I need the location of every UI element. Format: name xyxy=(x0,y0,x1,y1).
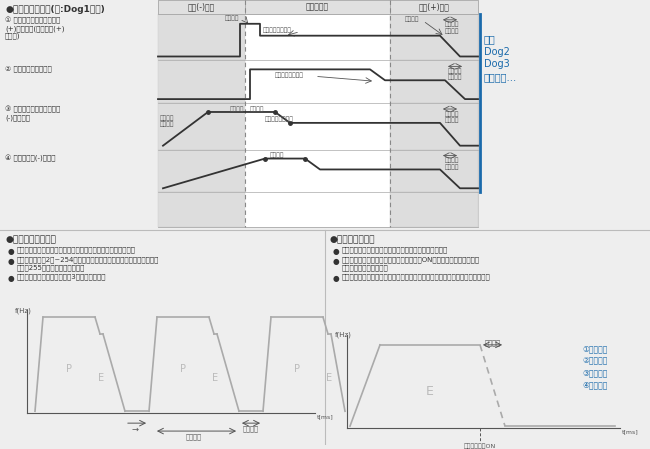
Text: ●: ● xyxy=(8,273,14,282)
Bar xyxy=(158,14,245,61)
Text: f(Hz): f(Hz) xyxy=(335,332,352,339)
Text: ④减速停止: ④减速停止 xyxy=(582,381,607,390)
Text: 原点返回
减速时间: 原点返回 减速时间 xyxy=(445,111,460,123)
Bar xyxy=(158,192,245,227)
Text: 下图所示为位置控制重复执行3次时的动作图。: 下图所示为位置控制重复执行3次时的动作图。 xyxy=(17,273,107,280)
Text: ●: ● xyxy=(333,247,339,256)
Bar xyxy=(390,150,478,192)
Text: E: E xyxy=(326,373,333,383)
Bar xyxy=(390,14,478,61)
Text: 限位(-)开关: 限位(-)开关 xyxy=(188,2,215,11)
Text: t[ms]: t[ms] xyxy=(317,414,333,419)
Text: 目标速度: 目标速度 xyxy=(405,17,419,22)
Text: 限位(+)开关: 限位(+)开关 xyxy=(419,2,449,11)
Text: E: E xyxy=(426,386,434,399)
Bar xyxy=(158,0,478,227)
Text: 原点返回蠕变速度: 原点返回蠕变速度 xyxy=(265,116,294,122)
Bar xyxy=(390,192,478,227)
Text: f(Hz): f(Hz) xyxy=(15,307,32,314)
Text: 近原点开关: 近原点开关 xyxy=(306,2,329,11)
Text: Dog3: Dog3 xyxy=(484,59,510,70)
Text: 原点返回
减速时间: 原点返回 减速时间 xyxy=(445,158,460,170)
Text: P: P xyxy=(294,364,300,374)
Text: P: P xyxy=(180,364,186,374)
Text: ① 起点为近原点开关和限位
(+)开关之间(包括限位(+)
开关上): ① 起点为近原点开关和限位 (+)开关之间(包括限位(+) 开关上) xyxy=(5,17,64,39)
Text: 位置控制重复功能是按指定重复次数连续进行位置控制的功能。: 位置控制重复功能是按指定重复次数连续进行位置控制的功能。 xyxy=(17,247,136,253)
Text: P: P xyxy=(66,364,72,374)
Bar xyxy=(158,61,245,103)
Text: ●: ● xyxy=(333,257,339,266)
Bar xyxy=(158,103,245,150)
Text: 目标速度: 目标速度 xyxy=(270,153,285,158)
Text: E: E xyxy=(98,373,105,383)
Text: ②紧急停止: ②紧急停止 xyxy=(582,357,607,366)
Text: ●多功能停止方式: ●多功能停止方式 xyxy=(330,235,376,244)
Bar xyxy=(158,0,245,14)
Text: ④ 起点为限位(-)开关上: ④ 起点为限位(-)开关上 xyxy=(5,154,55,162)
Text: 目标速度: 目标速度 xyxy=(230,106,244,112)
Text: 下图所示为紧急停止，将紧急停止触点置于ON时，停止已启动的动作，
停止对应轴的脉冲输出。: 下图所示为紧急停止，将紧急停止触点置于ON时，停止已启动的动作， 停止对应轴的脉… xyxy=(342,257,480,271)
Bar xyxy=(158,150,245,192)
Text: 停顿时间: 停顿时间 xyxy=(243,425,259,432)
Text: 停顿时间: 停顿时间 xyxy=(186,433,202,440)
Text: 減速時間: 減速時間 xyxy=(484,339,500,346)
Text: 原点开关: 原点开关 xyxy=(225,16,239,22)
Text: ② 起点为近原点开关上: ② 起点为近原点开关上 xyxy=(5,66,52,72)
Text: ③限位停止: ③限位停止 xyxy=(582,369,607,378)
Text: 限位停止
减速时间: 限位停止 减速时间 xyxy=(160,115,174,127)
Text: 按编程软件的位置控制参数设定菜单中设定的紧急停止减速时间进行减速停止。: 按编程软件的位置控制参数设定菜单中设定的紧急停止减速时间进行减速停止。 xyxy=(342,273,491,280)
Text: 紧急停止触点ON: 紧急停止触点ON xyxy=(464,443,496,449)
Text: Dog2: Dog2 xyxy=(484,47,510,57)
Text: 其他: 其他 xyxy=(484,34,496,44)
Bar xyxy=(390,103,478,150)
Text: ③ 起点为近原点开关和限位
(-)开关之间: ③ 起点为近原点开关和限位 (-)开关之间 xyxy=(5,106,60,121)
Bar xyxy=(390,61,478,103)
Text: t[ms]: t[ms] xyxy=(622,429,639,434)
Text: →: → xyxy=(131,425,138,434)
Text: E: E xyxy=(213,373,218,383)
Text: 停止有多种方式，如系统停止、紧急停止、减速停止等。: 停止有多种方式，如系统停止、紧急停止、减速停止等。 xyxy=(342,247,448,253)
Text: ①系统停止: ①系统停止 xyxy=(582,345,607,354)
Text: ●多功能原点复位(例:Dog1方式): ●多功能原点复位(例:Dog1方式) xyxy=(5,5,105,14)
Text: 原点方式…: 原点方式… xyxy=(484,72,517,82)
Text: 重复次数可以在2次~254次的范围内指定，也可以将位置控制重复次数
设定为255，指定为无限次重复。: 重复次数可以在2次~254次的范围内指定，也可以将位置控制重复次数 设定为255… xyxy=(17,257,159,271)
Text: ●: ● xyxy=(333,273,339,282)
Text: 原点返回蠕变速度: 原点返回蠕变速度 xyxy=(263,28,292,33)
Text: 目标速度: 目标速度 xyxy=(250,106,265,112)
Text: ●重复动作输出功能: ●重复动作输出功能 xyxy=(5,235,56,244)
Text: 原点返回
减速时间: 原点返回 减速时间 xyxy=(448,68,463,80)
Text: 原点返回蠕变速度: 原点返回蠕变速度 xyxy=(275,72,304,78)
Text: 原点返回
减速时间: 原点返回 减速时间 xyxy=(445,22,460,34)
Text: ●: ● xyxy=(8,247,14,256)
Bar xyxy=(245,0,390,14)
Bar xyxy=(390,0,478,14)
Text: ●: ● xyxy=(8,257,14,266)
